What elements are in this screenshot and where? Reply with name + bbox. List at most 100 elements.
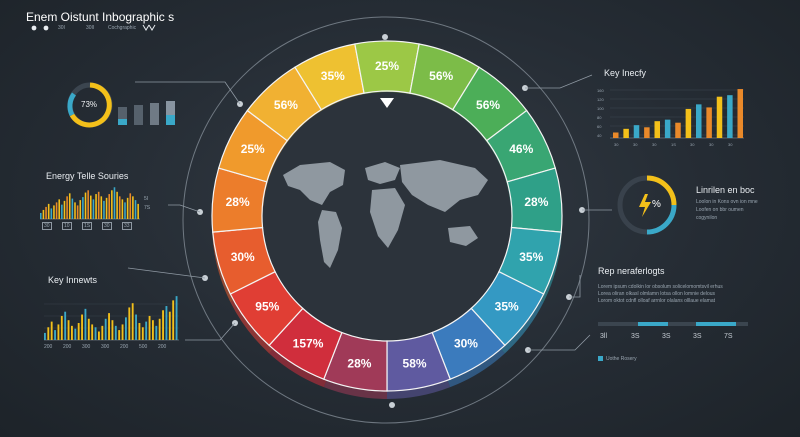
insights-bar xyxy=(165,306,168,340)
energy-bar xyxy=(113,187,116,219)
energy-bar xyxy=(105,197,108,219)
insights-bar xyxy=(155,325,158,340)
report-line: Lorom oktot cdnfl olloaf arrnlor olalans… xyxy=(598,298,716,304)
key-y-tick: 60 xyxy=(597,124,602,129)
energy-bar xyxy=(82,197,84,219)
insights-bar xyxy=(94,327,97,340)
energy-bar xyxy=(129,193,132,219)
energy-bar xyxy=(103,200,105,219)
energy-bar xyxy=(108,194,110,219)
key-x-tick: 30 xyxy=(709,142,714,147)
energy-bar xyxy=(66,196,68,219)
energy-bar xyxy=(68,193,71,219)
world-map-icon xyxy=(283,160,488,268)
donut-segment-label: 58% xyxy=(403,356,427,370)
insights-bar xyxy=(114,325,117,340)
report-tick: 3S xyxy=(631,333,640,340)
lightning-title: Linrilen en boc xyxy=(696,185,755,195)
report-title: Rep neraferlogts xyxy=(598,266,665,276)
donut-segment-label: 56% xyxy=(476,98,500,112)
header-sub-item: Cochgraphic xyxy=(108,25,137,31)
key-y-tick: 80 xyxy=(597,115,602,120)
donut-segment-label: 35% xyxy=(321,69,345,83)
connector-line xyxy=(528,334,591,351)
insights-bar xyxy=(111,320,114,340)
insights-tick-row: 200 200 300 300 200 500 200 xyxy=(44,344,179,352)
insights-bar xyxy=(121,324,124,340)
insights-bar xyxy=(101,325,104,340)
report-tick: 3S xyxy=(662,333,671,340)
key-y-tick: 100 xyxy=(597,106,604,111)
energy-bar xyxy=(58,199,60,219)
insights-bar xyxy=(77,323,80,340)
key-bar xyxy=(716,96,723,138)
gauge-fill-2 xyxy=(67,92,77,117)
insights-bar xyxy=(74,328,77,340)
key-x-tick: 30 xyxy=(690,142,695,147)
insights-bar xyxy=(125,317,127,340)
energy-bar xyxy=(116,191,118,219)
report-progress-bar xyxy=(598,322,748,326)
energy-bar xyxy=(111,190,113,219)
insights-tick: 300 xyxy=(82,344,91,350)
key-y-tick: 120 xyxy=(597,97,604,102)
energy-bar xyxy=(134,200,137,219)
key-bar-chart: 160 120 100 80 60 40 30 30 30 1S 30 30 30 xyxy=(597,88,744,147)
insights-bar xyxy=(57,324,60,340)
insights-bar xyxy=(91,324,94,340)
energy-bar xyxy=(92,199,95,219)
connector-line xyxy=(168,204,201,213)
energy-title: Energy Telle Souries xyxy=(46,171,129,181)
insights-bar xyxy=(47,327,50,340)
key-x-tick: 30 xyxy=(633,142,638,147)
key-y-tick: 40 xyxy=(597,133,602,138)
insights-bar xyxy=(172,300,175,340)
insights-tick: 300 xyxy=(101,344,110,350)
insights-bar xyxy=(67,320,70,340)
insights-bar xyxy=(148,315,151,340)
energy-bar xyxy=(45,206,47,219)
key-bar xyxy=(737,89,743,138)
energy-bar xyxy=(61,204,63,219)
energy-bar xyxy=(84,192,87,219)
gauge-fill xyxy=(69,82,112,128)
insights-bar xyxy=(145,321,148,340)
energy-bar xyxy=(53,205,55,219)
key-x-tick: 30 xyxy=(728,142,733,147)
donut-segment-label: 30% xyxy=(231,250,255,264)
insights-bar xyxy=(135,314,137,340)
donut-segment-label: 56% xyxy=(429,69,453,83)
key-bar xyxy=(633,125,640,138)
report-line: Lorem ipsum cdolkin lor obsolum solicelo… xyxy=(598,284,723,290)
donut-segment-label: 30% xyxy=(454,337,478,351)
donut-segment-label: 35% xyxy=(495,299,519,313)
insights-bar xyxy=(168,311,171,340)
insights-bar xyxy=(60,315,63,340)
page-title: Enem Oistunt Inbographic s xyxy=(26,10,175,24)
donut-segment xyxy=(246,66,323,142)
report-legend: Uothe Rosery xyxy=(606,356,637,362)
insights-tick: 200 xyxy=(63,344,72,350)
energy-bar xyxy=(97,191,100,219)
report-tick: 3S xyxy=(693,333,702,340)
insights-bar xyxy=(175,296,178,340)
key-bar xyxy=(644,127,650,138)
energy-bar xyxy=(71,198,74,219)
energy-bar xyxy=(90,195,92,219)
insights-bar xyxy=(128,307,131,340)
key-x-tick: 30 xyxy=(652,142,657,147)
lightning-desc: Loofen on bbr oumen xyxy=(696,207,744,213)
chevron-down-icon xyxy=(142,24,150,31)
insights-bar xyxy=(71,325,73,340)
energy-bar xyxy=(55,202,58,219)
header-dot-1 xyxy=(31,25,37,31)
insights-bar xyxy=(50,321,53,340)
key-bar xyxy=(727,95,733,138)
insights-tick: 200 xyxy=(120,344,129,350)
key-bar xyxy=(613,132,619,138)
energy-bar-chart xyxy=(40,187,140,220)
insights-bar xyxy=(138,323,141,340)
